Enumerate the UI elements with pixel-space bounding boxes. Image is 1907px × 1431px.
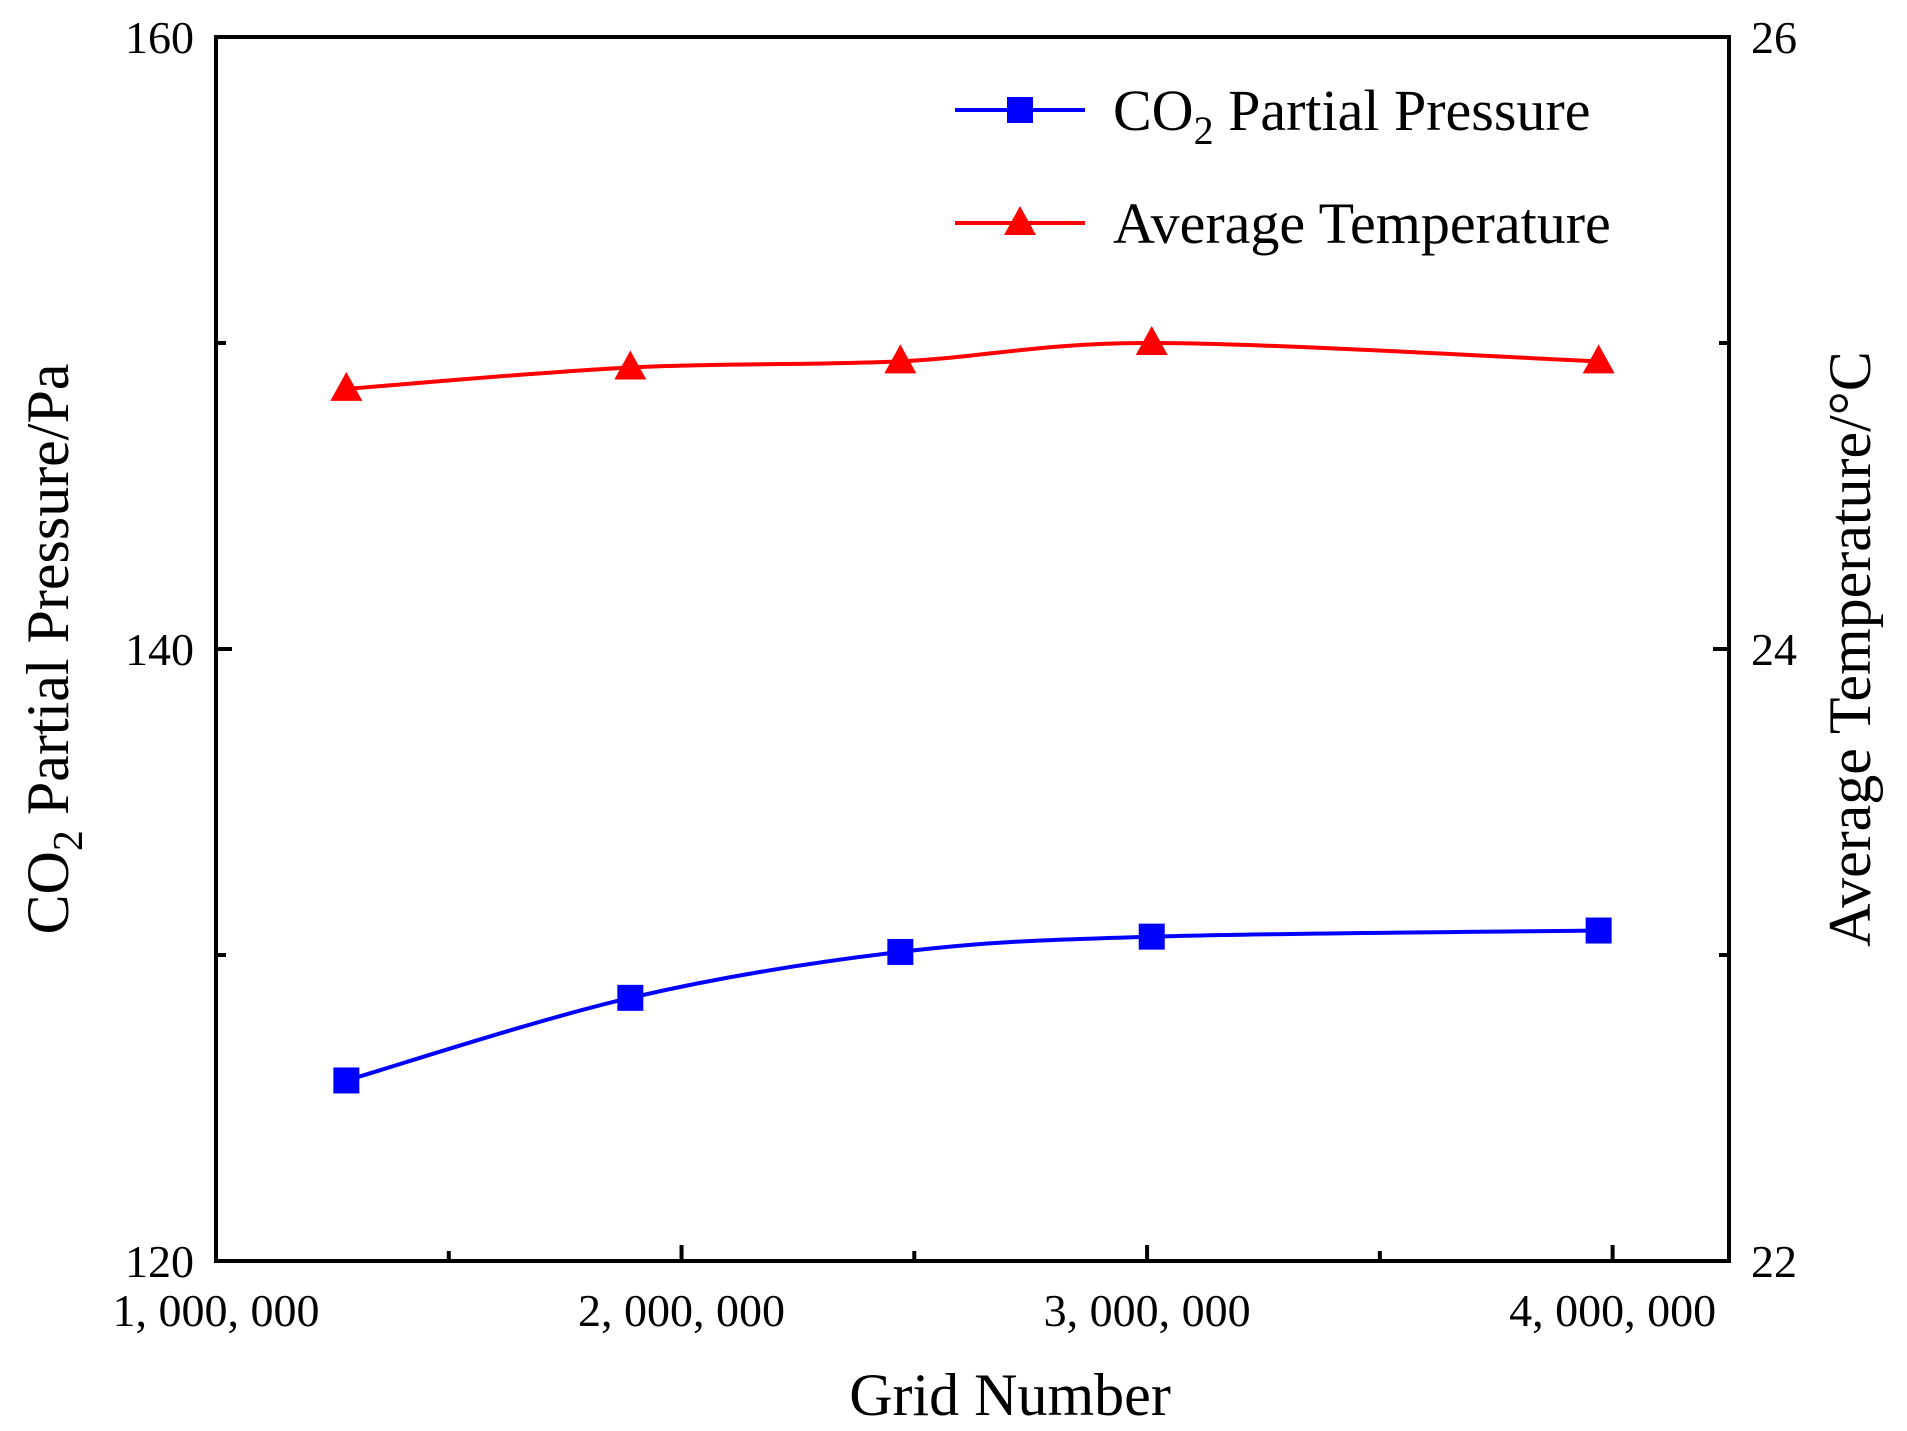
- avg-temperature-point: [614, 350, 647, 380]
- avg-temperature-line: [346, 340, 1599, 391]
- avg-temperature-point: [1582, 344, 1615, 374]
- left-axis-title-main: CO: [15, 851, 81, 934]
- co2-pressure-point: [887, 938, 914, 965]
- x-tick-label: 4, 000, 000: [1509, 1285, 1716, 1336]
- left-y-tick-label: 160: [125, 12, 194, 63]
- avg-temperature-point: [1135, 326, 1168, 355]
- x-tick-label: 2, 000, 000: [578, 1285, 785, 1336]
- co2-pressure-line: [345, 928, 1599, 1083]
- series-layer: [330, 326, 1615, 1094]
- co2-pressure-point: [617, 984, 644, 1011]
- left-y-tick-label: 120: [125, 1236, 194, 1287]
- legend-label-subscript: 2: [1194, 108, 1214, 153]
- avg-temperature-point: [884, 344, 917, 374]
- right-axis-title: Average Temperature/°C: [1817, 351, 1883, 947]
- avg-temperature-point: [330, 371, 363, 401]
- legend-label-rest: Partial Pressure: [1214, 78, 1591, 143]
- co2-pressure-point: [1585, 917, 1612, 944]
- plot-frame: [214, 35, 1731, 1263]
- legend: CO2 Partial Pressure Average Temperature: [955, 78, 1611, 256]
- left-axis-title: CO2 Partial Pressure/Pa: [15, 364, 92, 935]
- co2-pressure-point: [333, 1067, 360, 1094]
- legend-co2-pressure-marker: [1007, 97, 1033, 123]
- x-axis-title: Grid Number: [849, 1362, 1171, 1428]
- left-y-tick-label: 140: [125, 624, 194, 675]
- legend-avg-temperature-label: Average Temperature: [1113, 191, 1611, 256]
- legend-label-main: Average Temperature: [1113, 191, 1611, 256]
- co2-pressure-point: [1138, 923, 1165, 950]
- x-tick-label: 3, 000, 000: [1044, 1285, 1251, 1336]
- legend-avg-temperature-marker: [1004, 206, 1036, 235]
- right-y-tick-label: 26: [1751, 12, 1797, 63]
- tick-labels-layer: 1, 000, 000 2, 000, 000 3, 000, 000 4, 000,…: [113, 12, 1798, 1336]
- right-y-tick-label: 24: [1751, 624, 1797, 675]
- ticks-layer: [216, 341, 1729, 1261]
- x-tick-label: 1, 000, 000: [113, 1285, 320, 1336]
- legend-co2-pressure-label: CO2 Partial Pressure: [1113, 78, 1591, 153]
- left-axis-title-rest: Partial Pressure/Pa: [15, 364, 81, 831]
- legend-label-main: CO: [1113, 78, 1194, 143]
- right-y-tick-label: 22: [1751, 1236, 1797, 1287]
- left-axis-title-subscript: 2: [46, 830, 92, 851]
